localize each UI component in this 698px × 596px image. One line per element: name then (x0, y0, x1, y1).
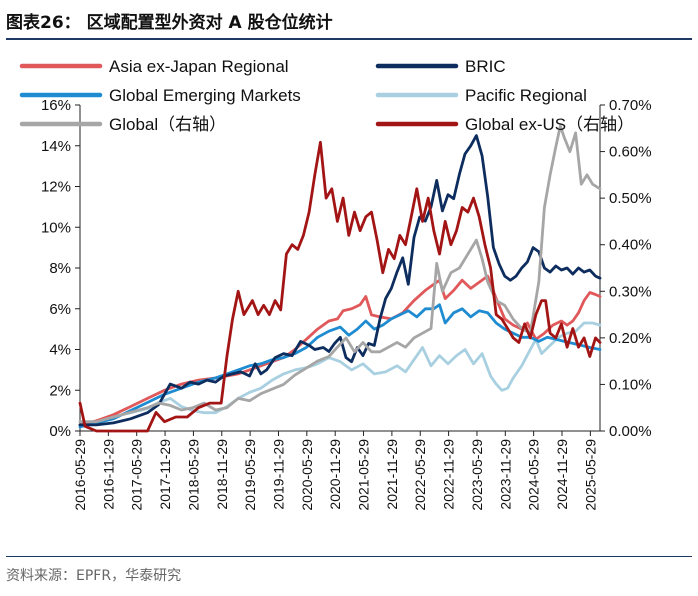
x-tick-label: 2017-11-29 (157, 439, 173, 510)
x-tick-label: 2018-05-29 (185, 439, 201, 511)
right-tick-label: 0.70% (609, 97, 652, 114)
right-tick-label: 0.20% (609, 330, 652, 347)
series-line-1 (78, 134, 602, 427)
right-tick-label: 0.60% (609, 144, 652, 161)
left-tick-label: 4% (49, 342, 71, 359)
x-tick-label: 2024-05-29 (526, 439, 542, 511)
legend-label: Pacific Regional (465, 86, 587, 105)
series-line-2 (78, 303, 602, 429)
x-tick-label: 2020-11-29 (327, 439, 343, 510)
chart-series (78, 124, 602, 433)
x-tick-label: 2022-11-29 (441, 439, 457, 510)
x-tick-label: 2019-05-29 (242, 439, 258, 511)
x-tick-label: 2017-05-29 (129, 439, 145, 511)
x-tick-label: 2024-11-29 (554, 439, 570, 510)
right-tick-label: 0.40% (609, 237, 652, 254)
legend-label: BRIC (465, 57, 506, 76)
series-line-5 (78, 140, 602, 433)
x-tick-label: 2016-05-29 (72, 439, 88, 511)
right-tick-label: 0.30% (609, 283, 652, 300)
x-tick-label: 2020-05-29 (299, 439, 315, 511)
page-title: 图表26： 区域配置型外资对 A 股仓位统计 (6, 13, 333, 33)
x-tick-label: 2018-11-29 (214, 439, 230, 510)
x-tick-label: 2023-11-29 (497, 439, 513, 510)
x-tick-label: 2021-05-29 (356, 439, 372, 511)
x-tick-label: 2022-05-29 (412, 439, 428, 511)
left-tick-label: 0% (49, 423, 71, 440)
left-tick-label: 16% (41, 97, 71, 114)
left-tick-label: 8% (49, 260, 71, 277)
legend-label: Asia ex-Japan Regional (109, 57, 289, 76)
x-tick-label: 2023-05-29 (469, 439, 485, 511)
x-tick-label: 2025-05-29 (582, 439, 598, 511)
legend-label: Global Emerging Markets (109, 86, 301, 105)
right-tick-label: 0.50% (609, 190, 652, 207)
chart-legend: Asia ex-Japan Regional BRIC Global Emergin… (19, 57, 634, 134)
source-note: 资料来源：EPFR，华泰研究 (6, 568, 182, 584)
series-line-4 (78, 124, 602, 424)
chart-axes: 0% 2% 4% 6% 8% 10% 12% 14% 16% 0.00% 0.10% 0.20% 0.3… (41, 97, 652, 511)
right-tick-label: 0.10% (609, 376, 652, 393)
left-tick-label: 12% (41, 179, 71, 196)
chart: 0% 2% 4% 6% 8% 10% 12% 14% 16% 0.00% 0.10% 0.20% 0.3… (19, 57, 652, 511)
left-tick-label: 14% (41, 138, 71, 155)
left-tick-label: 10% (41, 219, 71, 236)
x-tick-label: 2016-11-29 (100, 439, 116, 510)
legend-label: Global（右轴） (109, 115, 226, 134)
right-tick-label: 0.00% (609, 423, 652, 440)
series-line-3 (78, 321, 602, 427)
footer-divider (6, 556, 692, 557)
left-tick-label: 2% (49, 382, 71, 399)
x-tick-label: 2019-11-29 (270, 439, 286, 510)
title-divider (6, 38, 692, 40)
x-tick-label: 2021-11-29 (384, 439, 400, 510)
legend-label: Global ex-US（右轴） (465, 115, 634, 134)
left-tick-label: 6% (49, 301, 71, 318)
